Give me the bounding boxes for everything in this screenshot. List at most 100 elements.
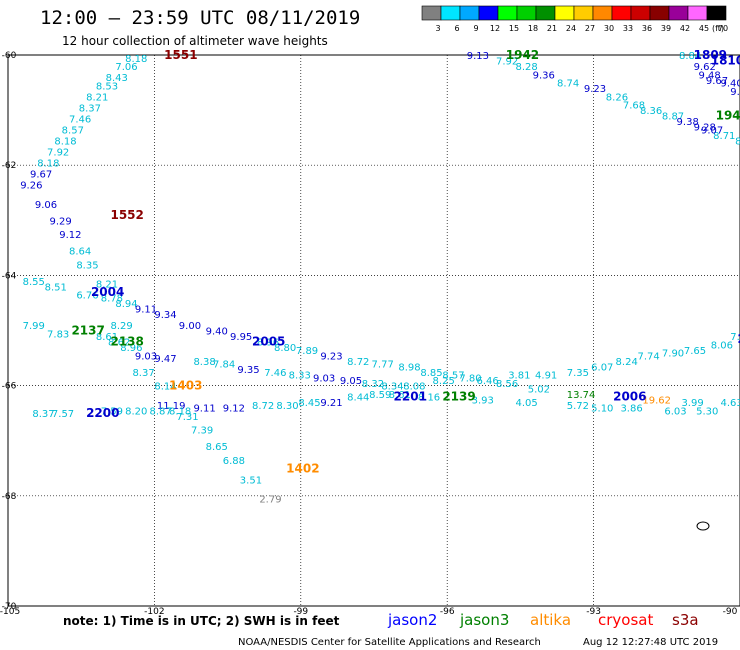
colorbar-tick: 24	[566, 24, 576, 33]
y-tick-label: -68	[2, 492, 17, 502]
swh-value-label: 8.14	[154, 382, 176, 393]
swh-value-label: 8.96	[257, 338, 279, 349]
swh-value-label: 8.18	[54, 136, 76, 147]
swh-value-label: 8.18	[37, 158, 59, 169]
swh-value-label: 2.79	[259, 495, 281, 506]
swh-value-label: 9.23	[320, 351, 342, 362]
swh-value-label: 8.38	[193, 357, 215, 368]
colorbar-swatch	[535, 5, 556, 21]
swh-value-label: 9.34	[154, 310, 176, 321]
swh-value-label: 7.89	[296, 346, 318, 357]
y-tick-label: -64	[2, 271, 17, 281]
colorbar-tick: 9	[473, 24, 478, 33]
x-tick-label: -90	[723, 607, 738, 617]
swh-value-label: 8.51	[45, 282, 67, 293]
footer-credit: NOAA/NESDIS Center for Satellite Applica…	[238, 637, 541, 648]
swh-value-label: 8.08	[403, 382, 425, 393]
colorbar-swatch	[592, 5, 613, 21]
y-tick-label: -66	[2, 382, 17, 392]
swh-value-label: 9.48	[699, 70, 721, 81]
swh-value-label: 8.78	[101, 293, 123, 304]
swh-value-label: 7.57	[52, 409, 74, 420]
swh-value-label: 7.68	[623, 101, 645, 112]
swh-value-label: 8.28	[516, 62, 538, 73]
swh-value-label: 9.06	[35, 200, 57, 211]
swh-value-label: 8.30	[276, 401, 298, 412]
swh-value-label: 8.6	[735, 136, 740, 147]
hour-label: 1403	[169, 379, 202, 393]
swh-value-label: 8.33	[289, 371, 311, 382]
swh-value-label: 9.07	[701, 125, 723, 136]
swh-value-label: 4.63	[720, 398, 740, 409]
x-tick-label: -102	[144, 607, 164, 617]
swh-value-label: 9.05	[340, 376, 362, 387]
colorbar-tick: 21	[547, 24, 557, 33]
colorbar-swatch	[706, 5, 727, 21]
swh-value-label: 8.21	[96, 280, 118, 291]
swh-value-label: 7.92	[47, 147, 69, 158]
swh-value-label: 9.47	[154, 354, 176, 365]
swh-value-label: 8.35	[76, 260, 98, 271]
hour-label: 2137	[71, 324, 104, 338]
swh-value-label: 8.26	[606, 92, 628, 103]
swh-value-label: 8.37	[32, 409, 54, 420]
swh-value-label: 7.46	[264, 368, 286, 379]
swh-value-label: 8.45	[298, 398, 320, 409]
swh-value-label: 8.74	[557, 79, 579, 90]
swh-value-label: 8.87	[150, 406, 172, 417]
hour-label: 2139	[442, 390, 475, 404]
swh-value-label: 8.85	[420, 368, 442, 379]
swh-value-label: 7.83	[47, 329, 69, 340]
swh-value-label: 4.05	[516, 398, 538, 409]
colorbar-tick: 33	[623, 24, 633, 33]
colorbar-tick: 36	[642, 24, 652, 33]
swh-value-label: 7.46	[69, 114, 91, 125]
colorbar-swatch	[687, 5, 708, 21]
swh-value-label: 7.99	[23, 321, 45, 332]
swh-value-label: 8.53	[96, 81, 118, 92]
swh-value-label: 8.96	[120, 343, 142, 354]
colorbar-tick: 3	[435, 24, 440, 33]
grid-lines	[8, 55, 740, 606]
colorbar-swatch	[478, 5, 499, 21]
swh-value-label: 7.39	[191, 426, 213, 437]
legend-jason2: jason2	[387, 611, 437, 629]
hour-label: 2005	[252, 335, 285, 349]
swh-value-label: 9.03	[135, 351, 157, 362]
colorbar-swatch	[668, 5, 689, 21]
swh-value-label: 8.21	[86, 92, 108, 103]
swh-value-label: 8.29	[110, 321, 132, 332]
hour-label: 2138	[110, 335, 143, 349]
swh-value-label: 8.20	[125, 406, 147, 417]
swh-value-label: 7.65	[684, 346, 706, 357]
swh-value-label: 8.16	[418, 393, 440, 404]
y-tick-label: -62	[2, 161, 17, 171]
swh-value-label: 9.11	[135, 304, 157, 315]
swh-value-label: 19.62	[642, 395, 671, 406]
hour-label: 1942	[506, 48, 539, 62]
x-axis-ticks: -105 -102 -99 -96 -93 -90	[0, 607, 738, 617]
x-tick-label: -99	[293, 607, 308, 617]
swh-value-label: 8.84	[679, 51, 701, 62]
swh-value-label: 8.94	[115, 299, 137, 310]
colorbar-swatch	[573, 5, 594, 21]
swh-value-label: 13.74	[567, 390, 596, 401]
legend-cryosat: cryosat	[598, 611, 653, 629]
swh-value-label: 3.81	[508, 371, 530, 382]
colorbar-tick: 45	[699, 24, 709, 33]
colorbar-tick: 6	[454, 24, 459, 33]
hour-label: 2006	[613, 390, 646, 404]
plot-frame	[7, 54, 740, 607]
swh-value-label: 8.34	[381, 382, 403, 393]
swh-value-label: 9.26	[20, 180, 42, 191]
island-outline	[696, 521, 710, 531]
swh-value-label: 5.30	[696, 406, 718, 417]
swh-value-label: 8.61	[389, 390, 411, 401]
swh-value-label: 8.37	[79, 103, 101, 114]
x-tick-label: -96	[440, 607, 455, 617]
swh-value-label: 5.72	[567, 401, 589, 412]
colorbar-swatch	[516, 5, 537, 21]
swh-value-label: 3.99	[681, 398, 703, 409]
swh-value-label: 8.61	[96, 332, 118, 343]
swh-value-label: 8.06	[711, 340, 733, 351]
